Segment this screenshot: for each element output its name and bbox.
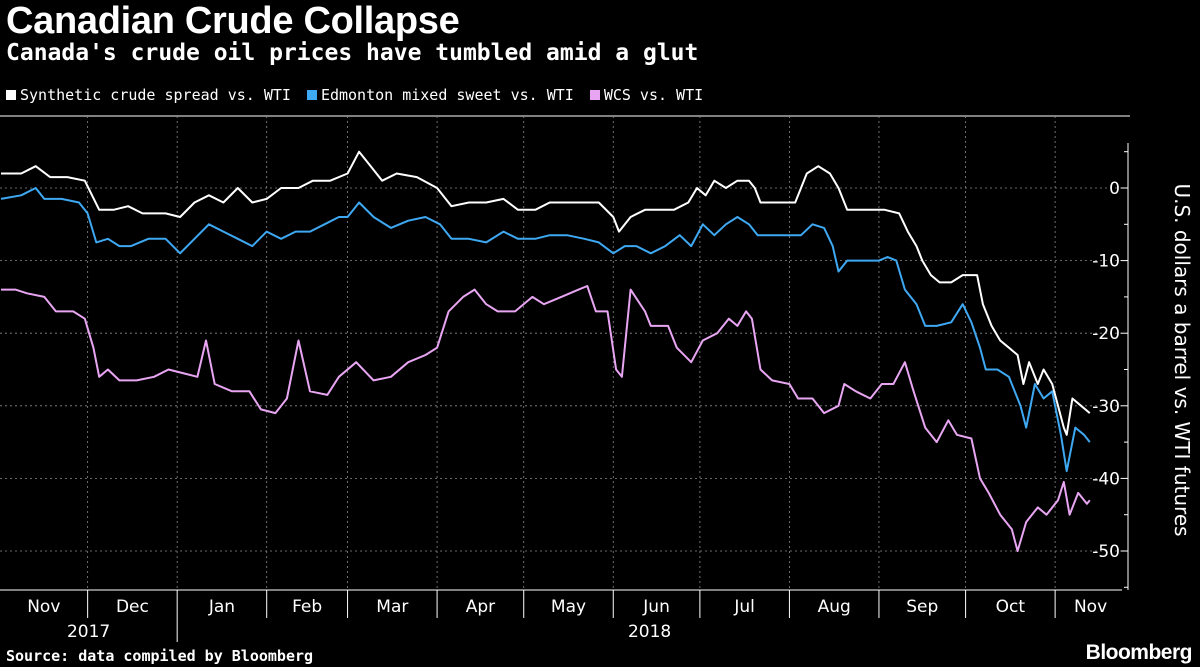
- x-tick-label: Nov: [1074, 597, 1107, 617]
- y-tick-label: -50: [1092, 542, 1120, 562]
- x-tick-label: Feb: [292, 597, 322, 617]
- x-tick-label: Jun: [642, 597, 670, 617]
- source-note: Source: data compiled by Bloomberg: [6, 647, 314, 665]
- y-tick-label: -20: [1092, 324, 1120, 344]
- x-tick-label: Sep: [906, 597, 938, 617]
- x-tick-label: May: [551, 597, 586, 617]
- x-tick-label: Mar: [376, 597, 408, 617]
- series-line-1: [0, 187, 1091, 473]
- y-tick-label: -30: [1092, 397, 1120, 417]
- legend-label-wcs: WCS vs. WTI: [603, 86, 704, 104]
- year-label: 2017: [67, 622, 110, 642]
- x-tick-label: Apr: [466, 597, 495, 617]
- x-tick-label: Aug: [818, 597, 851, 617]
- x-tick-label: Nov: [27, 597, 60, 617]
- legend-item-wcs: WCS vs. WTI: [589, 86, 704, 104]
- brand-logo: Bloomberg: [1085, 641, 1193, 664]
- x-tick-label: Jan: [208, 597, 235, 617]
- grid: [0, 116, 1122, 590]
- legend-swatch-synthetic: [6, 90, 16, 100]
- x-tick-label: Jul: [733, 597, 755, 617]
- series-line-2: [1, 285, 1091, 552]
- y-tick-label: -40: [1092, 469, 1120, 489]
- tick-labels: 0 -10 -20 -30 -40 -50 Nov Dec Jan Feb Mar Apr May Jun…: [27, 179, 1120, 642]
- chart-subtitle: Canada's crude oil prices have tumbled a…: [6, 40, 699, 66]
- legend-swatch-edmonton: [306, 90, 317, 100]
- legend-label-synthetic: Synthetic crude spread vs. WTI: [20, 86, 291, 104]
- year-label: 2018: [628, 622, 671, 642]
- series-line-0: [1, 150, 1091, 436]
- y-tick-label: -10: [1092, 252, 1120, 272]
- x-tick-label: Dec: [116, 597, 149, 617]
- series-lines: [0, 150, 1091, 552]
- legend-item-synthetic: Synthetic crude spread vs. WTI: [6, 86, 291, 104]
- legend: Synthetic crude spread vs. WTI Edmonton …: [6, 86, 703, 104]
- legend-item-edmonton: Edmonton mixed sweet vs. WTI: [306, 86, 574, 104]
- legend-label-edmonton: Edmonton mixed sweet vs. WTI: [320, 86, 574, 104]
- legend-swatch-wcs: [589, 90, 600, 100]
- chart-title: Canadian Crude Collapse: [6, 0, 460, 42]
- axes: [0, 143, 1129, 642]
- x-tick-label: Oct: [996, 597, 1026, 617]
- y-tick-label: 0: [1109, 179, 1120, 199]
- y-axis-label: U.S. dollars a barrel vs. WTI futures: [1170, 183, 1194, 537]
